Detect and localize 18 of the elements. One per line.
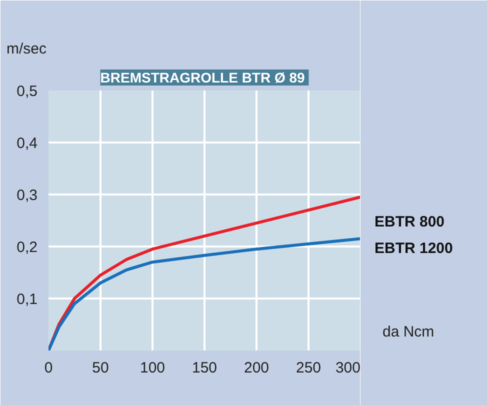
x-tick-label: 150 (192, 360, 218, 376)
y-tick-label: 0,3 (16, 187, 38, 204)
y-tick-label: 0,2 (16, 239, 38, 256)
x-tick-label: 100 (140, 360, 166, 376)
x-tick-label: 50 (92, 360, 109, 376)
y-tick-label: 0,1 (16, 291, 38, 308)
line-series (48, 237, 360, 350)
x-axis-title: da Ncm (382, 323, 434, 340)
chart-title: BREMSTRAGROLLE BTR Ø 89 (100, 70, 306, 86)
y-tick-label: 0,5 (16, 83, 38, 100)
x-tick-label: 250 (296, 360, 322, 376)
series-label: EBTR 1200 (374, 240, 453, 258)
x-tick-label: 0 (44, 360, 53, 376)
y-axis-title: m/sec (6, 40, 48, 58)
x-tick-label: 200 (244, 360, 270, 376)
y-tick-label: 0,4 (16, 135, 38, 152)
series-label: EBTR 800 (374, 213, 445, 230)
x-tick-label: 300 (335, 360, 361, 376)
